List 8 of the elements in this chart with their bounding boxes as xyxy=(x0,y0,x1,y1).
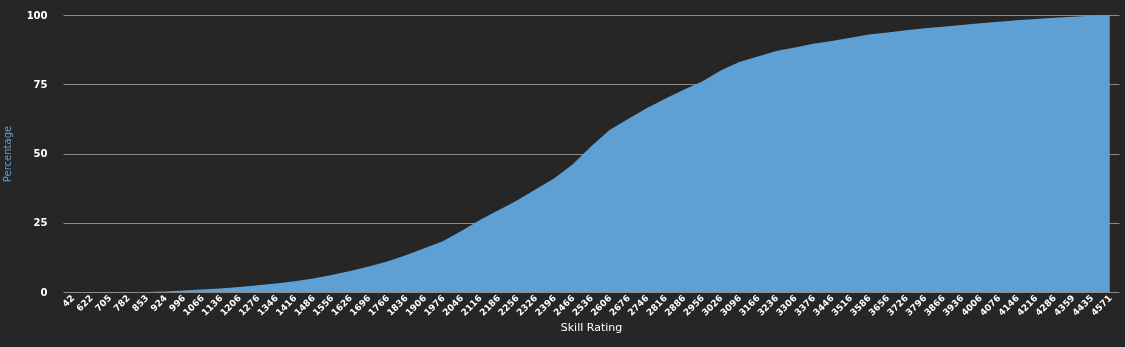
y-tick-label: 0 xyxy=(40,286,48,298)
y-tick-label: 100 xyxy=(26,9,48,21)
x-axis-title: Skill Rating xyxy=(560,320,623,334)
x-tick-label: 42 xyxy=(60,292,77,309)
y-tick-label: 25 xyxy=(33,217,48,229)
y-tick-label: 50 xyxy=(33,148,48,159)
y-tick-label: 75 xyxy=(33,78,48,90)
y-axis-title: Percentage xyxy=(1,125,13,183)
